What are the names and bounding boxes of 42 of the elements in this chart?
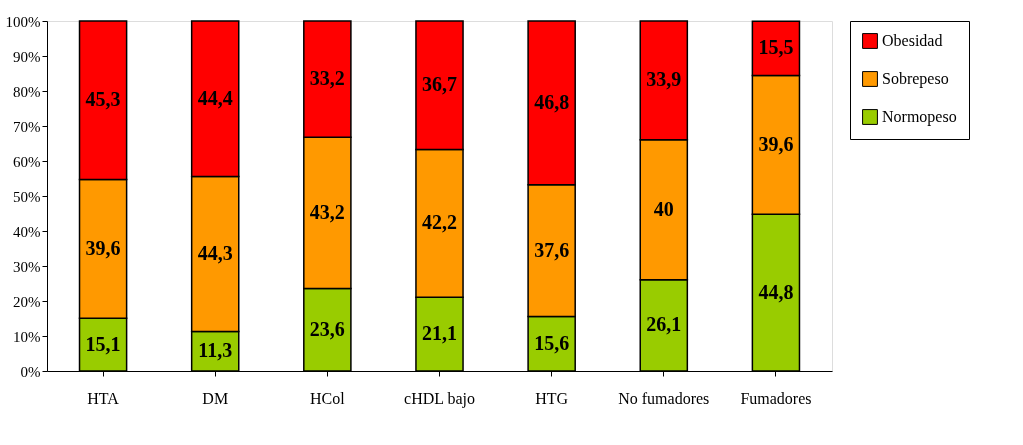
data-label: 46,8 (534, 90, 570, 113)
x-tick-label: HTA (87, 389, 120, 407)
y-tick-label: 70% (13, 118, 41, 135)
data-label: 33,9 (646, 68, 682, 91)
x-tick-label: cHDL bajo (404, 389, 475, 408)
data-label: 21,1 (422, 322, 457, 345)
data-label: 43,2 (309, 200, 345, 223)
y-tick-label: 90% (13, 48, 41, 65)
y-tick-label: 0% (20, 363, 41, 380)
data-label: 26,1 (646, 313, 682, 336)
data-label: 15,6 (534, 331, 570, 354)
x-tick-label: Fumadores (740, 389, 812, 407)
legend-label: Obesidad (882, 32, 943, 49)
data-label: 37,6 (534, 238, 570, 261)
data-label: 44,8 (758, 280, 794, 303)
y-tick-label: 20% (13, 293, 41, 310)
legend-label: Normopeso (882, 108, 957, 126)
y-tick-label: 100% (5, 13, 41, 30)
data-label: 39,6 (85, 236, 121, 259)
y-tick-label: 10% (13, 328, 41, 345)
y-tick-label: 30% (13, 258, 41, 275)
data-label: 44,4 (197, 86, 233, 109)
data-label: 23,6 (309, 317, 345, 340)
x-tick-label: No fumadores (618, 389, 710, 407)
x-tick-label: DM (202, 389, 229, 407)
x-tick-label: HCol (310, 389, 346, 407)
data-label: 40 (653, 197, 674, 220)
y-tick-label: 40% (13, 223, 41, 240)
data-label: 42,2 (422, 211, 457, 234)
y-tick-label: 60% (13, 153, 41, 170)
y-tick-label: 80% (13, 83, 41, 100)
data-label: 15,5 (758, 36, 794, 59)
data-label: 15,1 (85, 332, 121, 355)
data-label: 39,6 (758, 132, 794, 155)
data-label: 33,2 (309, 67, 345, 90)
data-label: 36,7 (422, 73, 457, 96)
data-label: 45,3 (85, 88, 121, 111)
data-label: 44,3 (197, 241, 233, 264)
x-tick-label: HTG (535, 389, 569, 407)
legend-label: Sobrepeso (882, 70, 949, 88)
data-label: 11,3 (198, 339, 233, 362)
y-tick-label: 50% (13, 188, 41, 205)
